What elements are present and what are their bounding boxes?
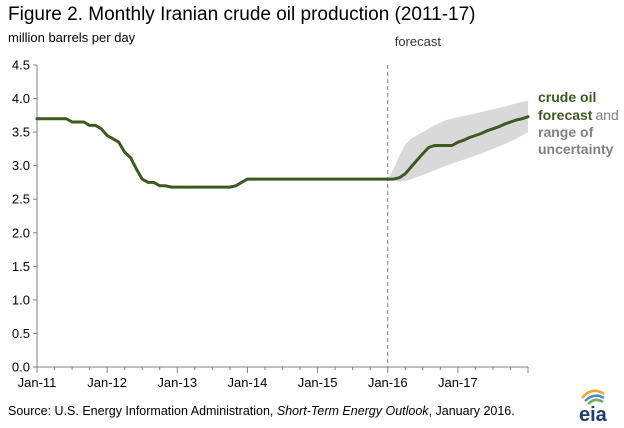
source-note: Source: U.S. Energy Information Administ…	[8, 404, 515, 418]
legend-forecast-line: forecast and	[538, 107, 619, 123]
legend-crude-oil: crude oil	[538, 89, 596, 105]
source-prefix: Source: U.S. Energy Information Administ…	[8, 404, 277, 418]
x-tick-label: Jan-14	[228, 375, 268, 390]
y-tick-label: 0.5	[12, 326, 30, 341]
legend-forecast: forecast	[538, 107, 593, 123]
series-line-crude-oil	[35, 115, 530, 189]
x-tick-label: Jan-17	[438, 375, 478, 390]
y-tick-label: 4.0	[12, 91, 30, 106]
y-tick-label: 1.0	[12, 292, 30, 307]
y-tick-label: 2.5	[12, 192, 30, 207]
x-tick-label: Jan-13	[157, 375, 197, 390]
forecast-annotation: forecast	[395, 34, 442, 49]
eia-logo: eia	[579, 389, 608, 424]
y-tick-label: 3.0	[12, 158, 30, 173]
legend-range-of: range of	[538, 124, 594, 140]
source-publication: Short-Term Energy Outlook	[276, 404, 429, 418]
y-axis-unit-label: million barrels per day	[8, 30, 136, 45]
y-tick-label: 3.5	[12, 125, 30, 140]
logo-arc-orange	[581, 389, 605, 399]
labels-layer: forecast crude oil forecast and range of …	[395, 34, 619, 157]
legend-uncertainty: uncertainty	[538, 141, 614, 157]
y-tick-label: 4.5	[12, 58, 30, 73]
x-tick-label: Jan-11	[18, 375, 57, 390]
series-layer	[35, 115, 530, 189]
x-tick-label: Jan-15	[298, 375, 338, 390]
logo-arc-green	[587, 398, 604, 405]
y-tick-label: 1.5	[12, 259, 30, 274]
x-tick-label: Jan-12	[87, 375, 127, 390]
legend-and: and	[595, 107, 618, 123]
logo-text: eia	[579, 404, 608, 424]
chart-title: Figure 2. Monthly Iranian crude oil prod…	[8, 4, 476, 25]
y-tick-label: 2.0	[12, 225, 30, 240]
x-tick-label: Jan-16	[368, 375, 408, 390]
logo-arc-blue	[584, 394, 605, 402]
y-tick-label: 0.0	[12, 360, 30, 375]
source-suffix: , January 2016.	[428, 404, 515, 418]
axes: 0.0 0.5 1.0 1.5 2.0 2.5 3.0 3.5 4.0 4.5 Jan-11 Jan-…	[12, 58, 529, 390]
